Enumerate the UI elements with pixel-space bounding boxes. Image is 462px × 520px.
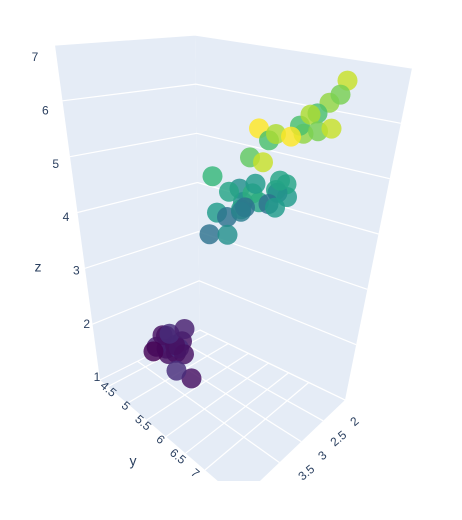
z-tick-label: 7 — [32, 50, 39, 64]
z-grid-line — [92, 280, 357, 346]
z-tick-label: 2 — [83, 317, 90, 331]
point — [265, 197, 285, 218]
points — [143, 70, 358, 389]
x-tick-label: 2 — [347, 414, 361, 429]
z-grid-line — [54, 34, 413, 69]
y-axis-title: y — [130, 453, 137, 469]
point — [300, 104, 321, 125]
x-tick-label: 3.5 — [295, 462, 317, 484]
z-tick-label: 5 — [52, 157, 59, 171]
point — [143, 341, 164, 362]
floor — [100, 330, 345, 481]
z-tick-label: 4 — [63, 210, 70, 224]
y-grid-line — [185, 372, 289, 454]
z-tick-label: 1 — [94, 370, 101, 384]
point — [281, 126, 301, 147]
z-axis-title: z — [35, 259, 42, 275]
point — [217, 224, 238, 245]
z-tick-label: 3 — [73, 264, 80, 278]
left-wall — [55, 35, 200, 380]
point — [202, 166, 223, 187]
point — [270, 170, 290, 191]
x-tick-label: 2.5 — [328, 428, 350, 450]
point — [159, 323, 180, 344]
point — [330, 84, 351, 105]
z-grid-line — [84, 231, 368, 290]
point — [166, 360, 187, 381]
x-grid-line — [178, 339, 324, 422]
point — [321, 118, 342, 139]
y-grid-line — [165, 362, 269, 438]
x-grid-line — [199, 329, 346, 401]
y-grid-line — [146, 352, 249, 421]
z-grid-line — [77, 181, 379, 235]
y-tick-label: 6 — [153, 432, 167, 447]
x-grid-line — [137, 360, 280, 463]
z-tick-label: 6 — [42, 104, 49, 118]
point — [231, 201, 251, 222]
point — [181, 368, 202, 389]
point — [245, 173, 266, 194]
y-tick-label: 7 — [188, 466, 202, 481]
point — [174, 319, 195, 339]
x-tick-label: 3 — [315, 448, 329, 463]
point — [253, 152, 273, 173]
y-grid-line — [204, 382, 310, 471]
point — [199, 224, 220, 245]
point — [266, 124, 286, 144]
z-grid-line — [69, 132, 390, 180]
point — [219, 181, 239, 202]
point — [174, 344, 194, 365]
